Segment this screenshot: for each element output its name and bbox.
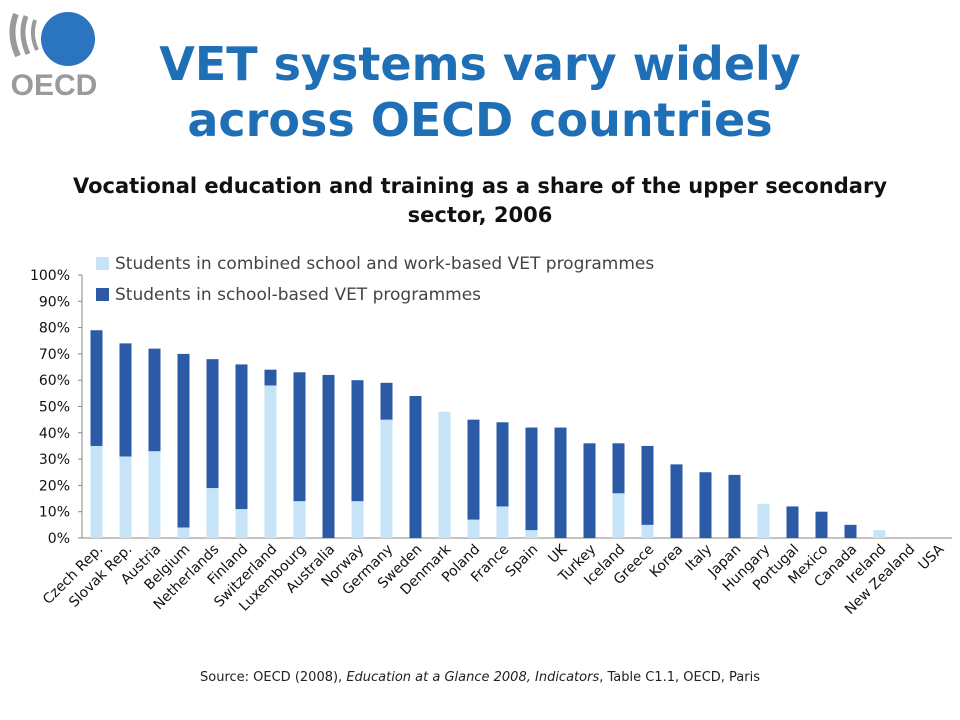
y-tick-label: 20% — [39, 478, 70, 494]
bar-segment-combined — [467, 519, 480, 538]
bar-segment-combined — [641, 524, 654, 538]
bar-segment-combined — [525, 530, 538, 538]
bar-segment-combined — [177, 527, 190, 538]
bar-segment-school — [177, 353, 190, 528]
x-tick-label: Korea — [647, 542, 686, 581]
y-tick-label: 30% — [39, 452, 70, 468]
logo-circle-icon — [41, 12, 95, 66]
bar-segment-combined — [119, 456, 132, 538]
y-tick-label: 10% — [39, 505, 70, 521]
chart-title: Vocational education and training as a s… — [72, 174, 888, 227]
bar-segment-school — [322, 374, 335, 538]
bar-segment-combined — [293, 501, 306, 538]
logo-text: OECD — [11, 69, 98, 100]
source-prefix: Source: OECD (2008), — [200, 670, 347, 685]
bar-segment-combined — [235, 509, 248, 538]
bar-segment-school — [815, 511, 828, 538]
bar-segment-school — [612, 443, 625, 494]
source-publication: Education at a Glance 2008, Indicators — [346, 670, 600, 685]
bar-segment-combined — [612, 493, 625, 538]
y-tick-label: 100% — [30, 268, 70, 284]
bar-segment-combined — [148, 451, 161, 538]
legend-entry: Students in combined school and work-bas… — [115, 254, 654, 274]
title-line-2: across OECD countries — [187, 93, 773, 147]
bar-segment-school — [728, 474, 741, 538]
y-tick-label: 60% — [39, 373, 70, 389]
y-tick-label: 70% — [39, 347, 70, 363]
bar-segment-school — [293, 372, 306, 502]
bar-segment-school — [119, 343, 132, 457]
bar-segment-school — [670, 464, 683, 538]
bar-segment-school — [467, 419, 480, 520]
legend-swatch — [96, 288, 109, 301]
x-tick-label: Spain — [502, 542, 541, 581]
bar-segment-school — [206, 359, 219, 489]
legend-entry: Students in school-based VET programmes — [115, 285, 481, 305]
bar-segment-school — [148, 348, 161, 452]
y-tick-label: 40% — [39, 426, 70, 442]
bar-segment-school — [554, 427, 567, 538]
logo-arc-icon — [30, 19, 39, 51]
bar-segment-combined — [380, 419, 393, 538]
logo-arc-icon — [9, 12, 21, 58]
bar-segment-combined — [351, 501, 364, 538]
source-note: Source: OECD (2008), Education at a Glan… — [0, 670, 960, 685]
bar-segment-school — [583, 443, 596, 538]
bar-segment-school — [786, 506, 799, 538]
y-tick-label: 90% — [39, 294, 70, 310]
bar-segment-school — [235, 364, 248, 510]
bar-segment-school — [264, 369, 277, 386]
bar-segment-combined — [757, 503, 770, 538]
source-suffix: , Table C1.1, OECD, Paris — [599, 670, 760, 685]
bar-segment-school — [90, 330, 103, 446]
title-line-1: VET systems vary widely — [159, 37, 801, 91]
bar-segment-combined — [873, 530, 886, 538]
x-tick-label: USA — [916, 541, 948, 573]
oecd-logo: OECD — [6, 4, 104, 102]
bar-segment-school — [641, 445, 654, 525]
bar-segment-combined — [90, 445, 103, 538]
bar-segment-school — [380, 382, 393, 420]
y-tick-label: 80% — [39, 321, 70, 337]
y-tick-label: 50% — [39, 400, 70, 416]
bar-segment-combined — [206, 488, 219, 538]
bar-segment-school — [525, 427, 538, 531]
bar-segment-combined — [264, 385, 277, 538]
bar-segment-combined — [438, 411, 451, 538]
bar-segment-school — [496, 422, 509, 507]
bar-segment-school — [351, 380, 364, 502]
bar-segment-school — [409, 395, 422, 538]
bar-segment-school — [699, 472, 712, 538]
bar-segment-combined — [496, 506, 509, 538]
y-tick-label: 0% — [48, 531, 70, 547]
bar-segment-school — [844, 524, 857, 538]
legend-swatch — [96, 257, 109, 270]
logo-arc-icon — [20, 15, 31, 56]
page-title: VET systems vary widely across OECD coun… — [110, 36, 850, 148]
